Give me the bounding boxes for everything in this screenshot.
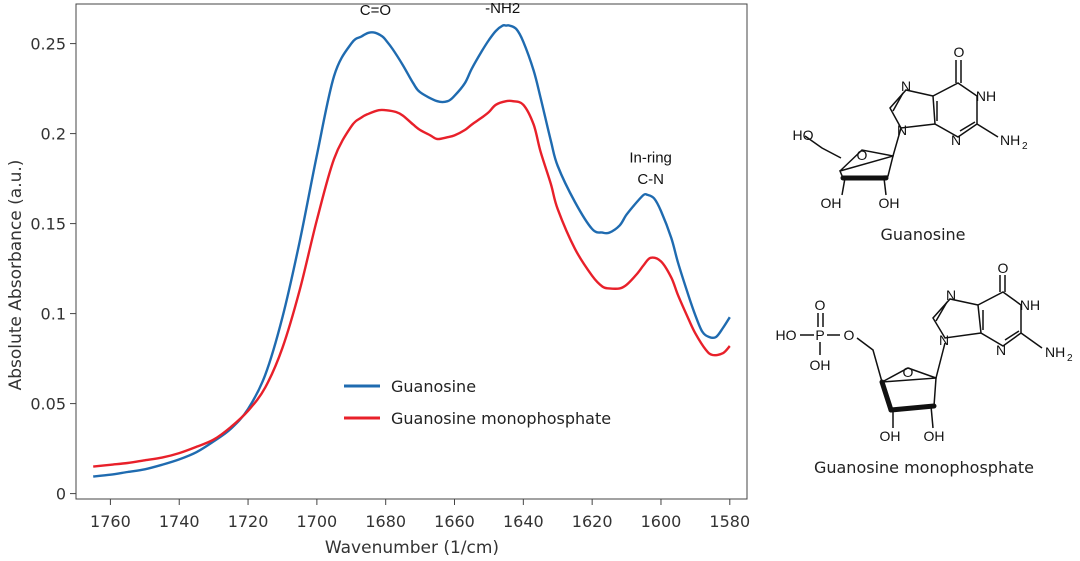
- guanosine-glycosidic-bond: [839, 127, 902, 172]
- guanosine-pyrimidine-ring: [932, 82, 978, 138]
- gmp-amine-bond: [1020, 332, 1043, 349]
- series-layer: [93, 24, 731, 478]
- peak-annotation: C-N: [637, 171, 664, 188]
- gmp-label-oh: OH: [810, 357, 831, 373]
- legend-label-gmp: Guanosine monophosphate: [391, 409, 611, 428]
- gmp-label-p-o: O: [815, 297, 826, 313]
- gmp-label-n3: N: [996, 342, 1006, 358]
- gmp-label-subscript: 2: [1067, 353, 1073, 364]
- guanosine-oh-right-bond: [883, 177, 887, 196]
- guanosine-label-n9: N: [897, 122, 907, 138]
- guanosine-ribose-ring: [838, 154, 895, 179]
- y-tick-label: 0.2: [41, 125, 66, 144]
- y-tick-label: 0.25: [30, 35, 66, 54]
- legend: Guanosine Guanosine monophosphate: [344, 377, 611, 428]
- x-tick-label: 1660: [434, 512, 475, 531]
- guanosine-label-ring-o: O: [857, 147, 868, 163]
- gmp-label-nh: NH: [1020, 297, 1040, 313]
- gmp-oh-right-bond: [930, 405, 934, 429]
- gmp-caption: Guanosine monophosphate: [814, 458, 1034, 477]
- series-line-gmp: [93, 99, 731, 468]
- guanosine-label-nh: NH: [976, 88, 996, 104]
- gmp-imidazole-double: [935, 301, 948, 322]
- guanosine-imidazole-ring: [889, 89, 936, 129]
- gmp-label-n9: N: [939, 332, 949, 348]
- guanosine-label-n3: N: [951, 132, 961, 148]
- gmp-label-nh2: NH: [1045, 344, 1065, 360]
- x-tick-label: 1760: [90, 512, 131, 531]
- y-tick-label: 0.1: [41, 305, 66, 324]
- gmp-label-o-link: O: [844, 327, 855, 343]
- x-axis-title: Wavenumber (1/cm): [325, 538, 499, 558]
- guanosine-oh-left-bond: [841, 177, 846, 196]
- guanosine-caption: Guanosine: [880, 225, 965, 244]
- y-axis-title: Absolute Absorbance (a.u.): [6, 160, 26, 391]
- gmp-label-o: O: [998, 260, 1009, 276]
- gmp-label-n7: N: [946, 287, 956, 303]
- x-tick-label: 1620: [572, 512, 613, 531]
- legend-label-guanosine: Guanosine: [391, 377, 476, 396]
- axes: 1760 1740 1720 1700 1680 1660 1640 1620 1600 1580…: [30, 35, 750, 531]
- series-line-guanosine: [93, 24, 731, 478]
- gmp-label-p: P: [815, 327, 824, 343]
- y-tick-label: 0.15: [30, 215, 66, 234]
- x-tick-label: 1740: [159, 512, 200, 531]
- guanosine-structure: O N NH N NH 2 N HO O OH OH Guanosine: [793, 44, 1029, 244]
- y-tick-label: 0.05: [30, 395, 66, 414]
- gmp-label-oh-left: OH: [880, 428, 901, 444]
- guanosine-label-nh2: NH: [1000, 132, 1020, 148]
- gmp-pyrimidine-ring: [977, 291, 1022, 347]
- guanosine-amine-bond: [976, 123, 999, 138]
- gmp-ch2-bond: [856, 337, 883, 383]
- peak-annotation: -NH2: [485, 0, 520, 17]
- x-tick-label: 1600: [641, 512, 682, 531]
- guanosine-ch2oh-bond: [804, 135, 842, 159]
- plot-frame: [75, 3, 748, 500]
- x-tick-label: 1700: [297, 512, 338, 531]
- guanosine-label-oh-left: OH: [821, 195, 842, 211]
- guanosine-label-ho: HO: [793, 127, 814, 143]
- guanosine-double-bond-2: [959, 121, 976, 132]
- y-tick-label: 0: [56, 485, 66, 504]
- peak-annotation: In-ring: [629, 149, 672, 166]
- guanosine-label-subscript: 2: [1022, 141, 1028, 152]
- guanosine-label-o: O: [954, 44, 965, 60]
- guanosine-imidazole-double: [892, 92, 904, 112]
- gmp-label-ring-o: O: [903, 364, 914, 380]
- gmp-label-ho: HO: [776, 327, 797, 343]
- x-tick-label: 1720: [228, 512, 269, 531]
- gmp-imidazole-ring: [932, 298, 982, 339]
- gmp-glycosidic-bond: [881, 342, 946, 383]
- guanosine-label-n7: N: [901, 78, 911, 94]
- x-tick-label: 1680: [365, 512, 406, 531]
- guanosine-label-oh-right: OH: [879, 195, 900, 211]
- gmp-double-bond-2: [1004, 330, 1020, 341]
- gmp-structure: O N NH N NH 2 N O P HO OH O O OH OH Guan…: [776, 260, 1074, 477]
- peak-annotation: C=O: [360, 2, 391, 19]
- gmp-label-oh-right: OH: [924, 428, 945, 444]
- gmp-ribose-left-bold: [879, 379, 894, 413]
- x-tick-label: 1640: [503, 512, 544, 531]
- x-tick-label: 1580: [709, 512, 750, 531]
- gmp-ribose-front: [888, 403, 937, 413]
- annotations: C=O -NH2 In-ring C-N: [360, 0, 672, 188]
